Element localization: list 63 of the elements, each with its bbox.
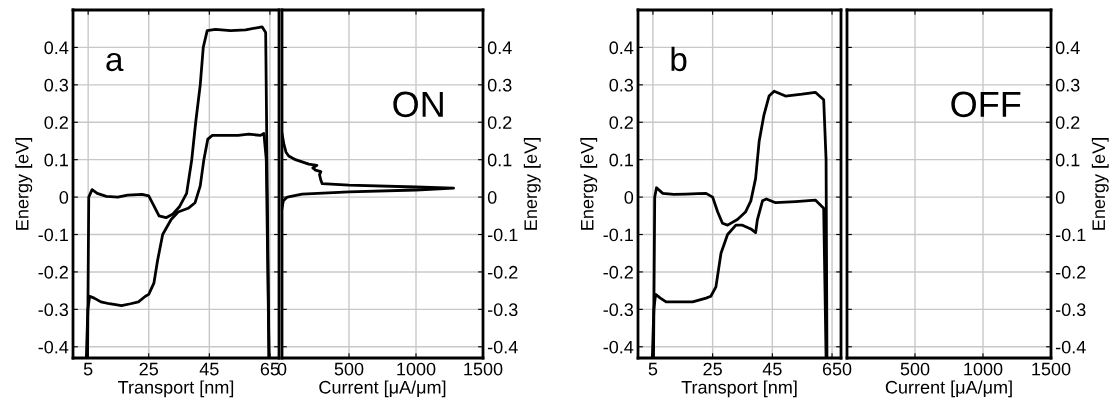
- x-axis-title: Current [μA/μm]: [885, 380, 1012, 398]
- x-tick-label: 0: [842, 362, 852, 376]
- y2-tick-label: 0.2: [487, 116, 512, 129]
- y2-tick-label: 0.3: [1055, 78, 1080, 92]
- y2-tick-label: -0.1: [487, 228, 518, 242]
- y2-tick-label: -0.4: [487, 340, 518, 354]
- y-axis-title: Energy [eV]: [15, 138, 33, 230]
- x-tick-label: 1500: [464, 362, 503, 376]
- x-tick-label: 65: [822, 362, 842, 376]
- y2-tick-label: 0.4: [1055, 41, 1080, 55]
- y-tick-label: 0.2: [44, 116, 68, 129]
- y2-tick-label: -0.4: [1055, 340, 1086, 354]
- y-tick-label: -0.4: [38, 340, 69, 354]
- y-tick-label: -0.2: [603, 265, 633, 279]
- y2-tick-label: 0: [1055, 191, 1065, 204]
- x-axis-title: Transport [nm]: [681, 380, 797, 398]
- x-axis-title: Transport [nm]: [118, 380, 234, 398]
- y2-tick-label: -0.1: [1055, 228, 1086, 242]
- annotation: a: [106, 52, 124, 72]
- y-tick-label: -0.1: [603, 228, 633, 242]
- x-tick-label: 65: [260, 362, 280, 376]
- x-tick-label: 1500: [1032, 362, 1071, 376]
- y2-axis-title: Energy [eV]: [523, 138, 541, 230]
- x-tick-label: 45: [762, 362, 782, 376]
- annotation: OFF: [951, 91, 1021, 118]
- y2-tick-label: 0.1: [487, 153, 512, 167]
- y-tick-label: -0.2: [38, 265, 68, 279]
- y2-tick-label: 0.3: [487, 78, 512, 92]
- x-tick-label: 5: [83, 362, 93, 376]
- annotation: b: [671, 46, 687, 72]
- x-tick-label: 5: [648, 362, 658, 376]
- x-tick-label: 25: [703, 362, 722, 376]
- y-tick-label: 0.1: [609, 153, 633, 167]
- y2-tick-label: -0.2: [487, 265, 518, 279]
- x-tick-label: 1000: [397, 362, 436, 376]
- y2-tick-label: 0.4: [487, 41, 512, 55]
- y-tick-label: -0.3: [603, 303, 634, 317]
- y-tick-label: -0.3: [38, 303, 69, 317]
- y2-tick-label: -0.3: [487, 303, 518, 317]
- y2-tick-label: -0.3: [1055, 303, 1086, 317]
- x-tick-label: 25: [139, 362, 159, 376]
- x-tick-label: 500: [900, 362, 930, 376]
- y2-tick-label: -0.2: [1055, 265, 1086, 279]
- x-tick-label: 500: [334, 362, 364, 376]
- y2-tick-label: 0.2: [1055, 116, 1080, 129]
- y-axis-title: Energy [eV]: [580, 138, 598, 230]
- x-axis-title: Current [μA/μm]: [319, 380, 446, 398]
- y-tick-label: 0: [624, 191, 634, 204]
- x-tick-label: 45: [199, 362, 219, 376]
- y2-axis-title: Energy [eV]: [1091, 138, 1109, 230]
- y-tick-label: 0.1: [44, 153, 68, 167]
- y-tick-label: 0.2: [609, 116, 633, 129]
- y-tick-label: 0: [59, 191, 69, 204]
- y-tick-label: 0.4: [609, 41, 634, 55]
- annotation: ON: [393, 91, 443, 118]
- y-tick-label: 0.4: [44, 41, 69, 55]
- y-tick-label: 0.3: [609, 78, 634, 92]
- x-tick-label: 1000: [964, 362, 1003, 376]
- y-tick-label: -0.1: [38, 228, 68, 242]
- y2-tick-label: 0.1: [1055, 153, 1080, 167]
- y-tick-label: 0.3: [44, 78, 69, 92]
- y2-tick-label: 0: [487, 191, 497, 204]
- y-tick-label: -0.4: [603, 340, 634, 354]
